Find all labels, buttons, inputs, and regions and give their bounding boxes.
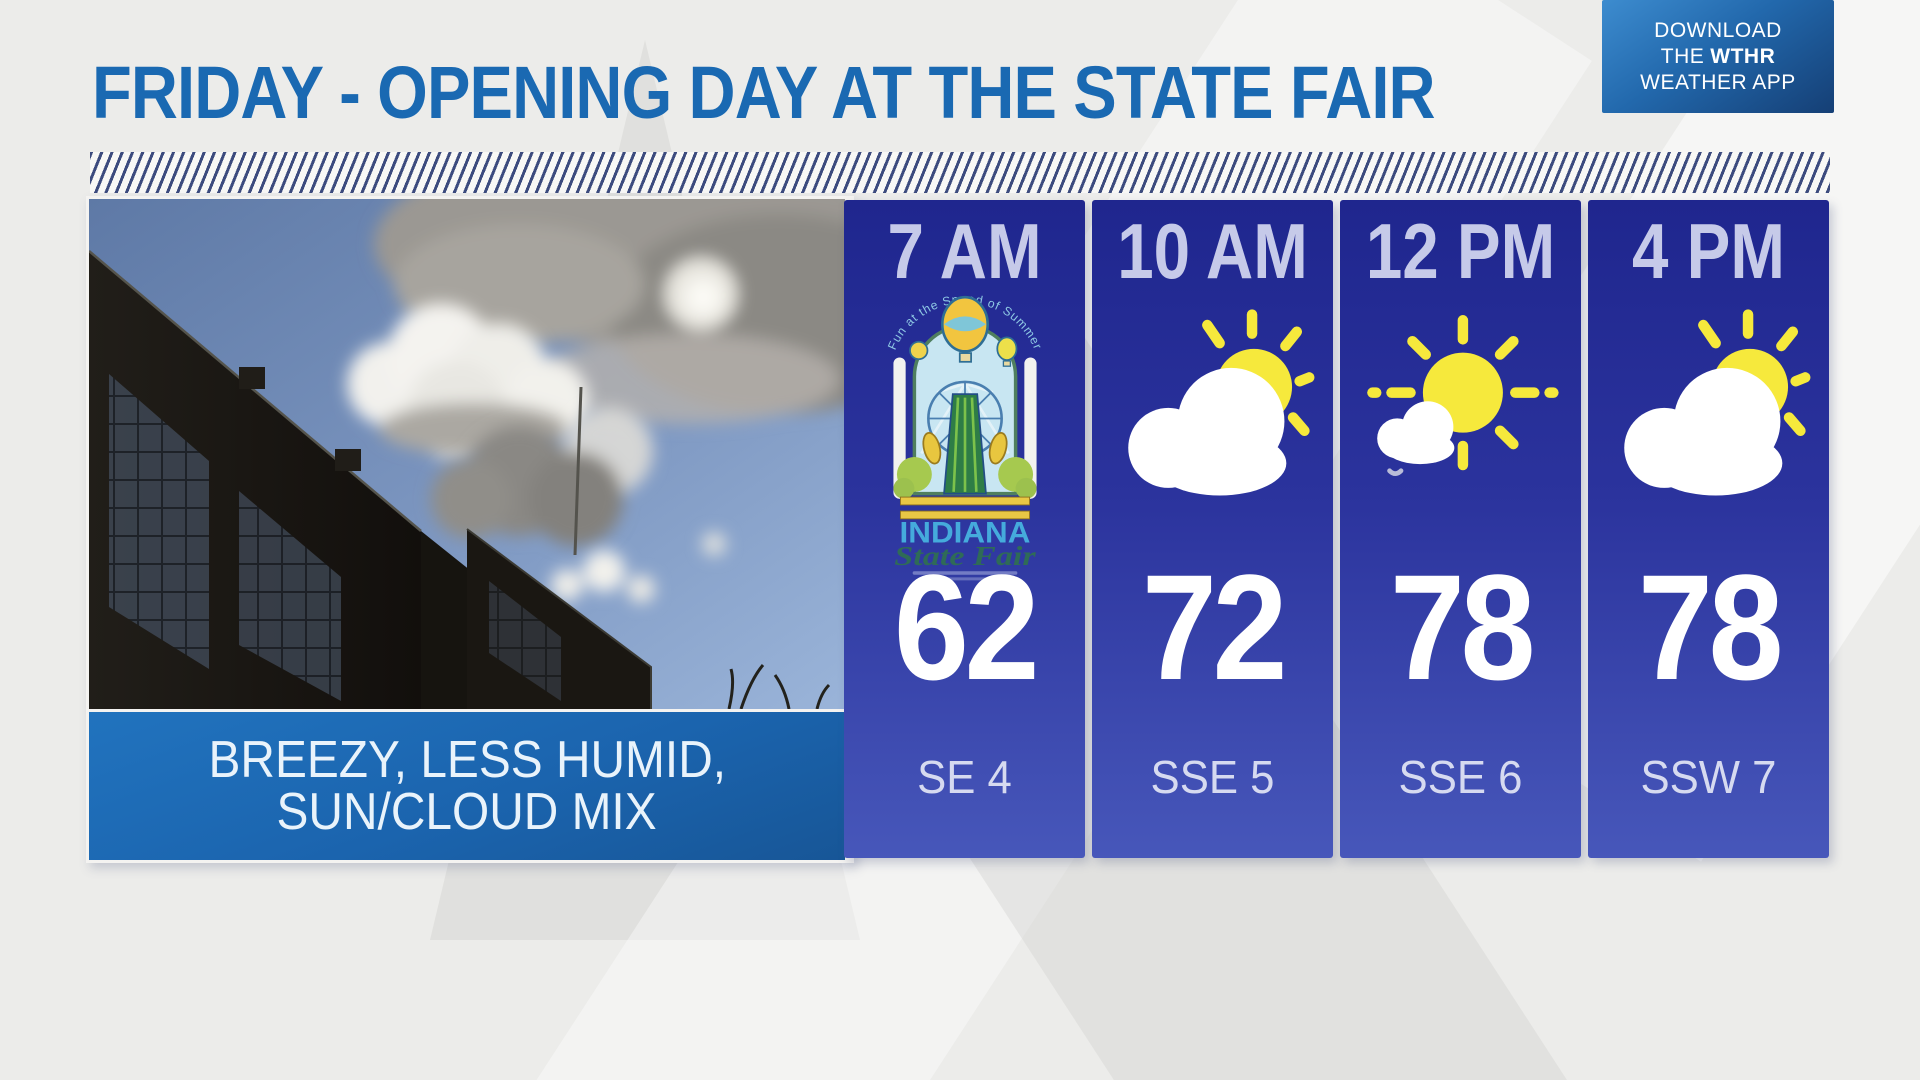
- fair-tagline-line: [912, 571, 1017, 575]
- temperature: 78: [1389, 543, 1536, 711]
- badge-line3: WEATHER APP: [1640, 70, 1796, 94]
- wind-label: SSE 5: [1150, 751, 1275, 803]
- slide-ride: [942, 393, 987, 495]
- fair-tagline-line: [924, 577, 1005, 581]
- small-cloud: [1376, 401, 1454, 465]
- small-cloud-puffs: [551, 532, 726, 603]
- wind-label: SSW 7: [1640, 751, 1777, 803]
- weeds: [727, 664, 831, 709]
- temperature: 78: [1637, 543, 1784, 711]
- caption-line1: BREEZY, LESS HUMID,: [208, 731, 726, 789]
- cloud: [1623, 367, 1782, 496]
- caption-line2: SUN/CLOUD MIX: [276, 783, 658, 841]
- temperature: 62: [893, 543, 1040, 711]
- gray-cloud-mass: [374, 199, 845, 424]
- partly-cloudy-icon: [1623, 309, 1810, 496]
- forecast-column-10am: 10 AM 72 SSE 5: [1092, 200, 1333, 858]
- time-label: 4 PM: [1632, 207, 1785, 295]
- flagpole: [573, 386, 583, 556]
- time-label: 10 AM: [1117, 207, 1308, 295]
- temperature: 72: [1141, 543, 1288, 711]
- conditions-caption: BREEZY, LESS HUMID, SUN/CLOUD MIX: [89, 712, 845, 860]
- partly-cloudy-icon: [1127, 309, 1314, 496]
- badge-line2: THE WTHR: [1660, 44, 1776, 68]
- white-clouds: [347, 303, 589, 461]
- download-app-badge[interactable]: DOWNLOAD THE WTHR WEATHER APP: [1602, 0, 1834, 113]
- forecast-column-4pm: 4 PM 78 SSW 7: [1588, 200, 1829, 858]
- fair-logo-title: INDIANA: [899, 516, 1030, 549]
- striped-divider: [90, 152, 1830, 193]
- wind-label: SSE 6: [1398, 751, 1523, 803]
- fence: [899, 496, 1030, 520]
- weather-photo-block: BREEZY, LESS HUMID, SUN/CLOUD MIX: [86, 196, 854, 863]
- indiana-state-fair-logo: Fun at the Speed of Summer: [884, 292, 1044, 581]
- sky-building-photo: [89, 199, 845, 709]
- page-title: FRIDAY - OPENING DAY AT THE STATE FAIR: [92, 51, 1436, 134]
- cloud: [1127, 367, 1286, 496]
- mostly-sunny-icon: [1366, 315, 1559, 476]
- corn-and-bushes: [892, 431, 1037, 499]
- time-label: 12 PM: [1365, 207, 1556, 295]
- time-label: 7 AM: [887, 207, 1042, 295]
- building-silhouette: [89, 250, 652, 709]
- badge-line1: DOWNLOAD: [1654, 18, 1782, 42]
- fair-logo-subtitle: State Fair: [894, 541, 1036, 571]
- wind-label: SE 4: [917, 751, 1012, 803]
- cloud-shadow-mark: [1386, 468, 1403, 476]
- forecast-column-12pm: 12 PM: [1340, 200, 1581, 858]
- forecast-column-7am: 7 AM Fun at the Speed of Summer: [844, 200, 1085, 858]
- hot-air-balloons: [908, 295, 1017, 367]
